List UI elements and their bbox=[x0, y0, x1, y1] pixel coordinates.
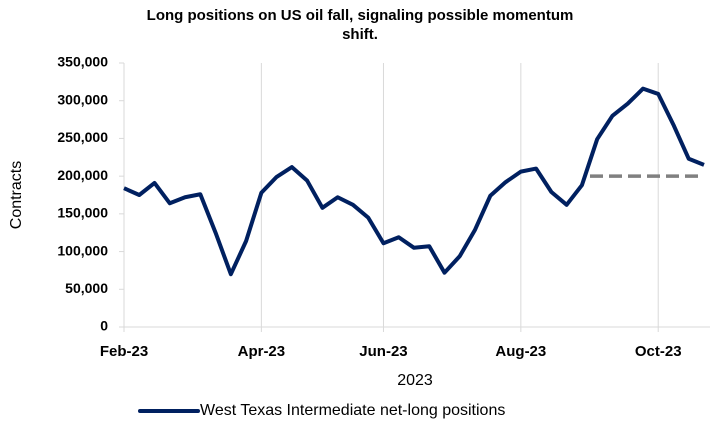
y-tick-label: 350,000 bbox=[57, 54, 108, 70]
legend-label: West Texas Intermediate net-long positio… bbox=[200, 402, 505, 419]
y-tick-label: 300,000 bbox=[57, 91, 108, 107]
y-tick-label: 0 bbox=[100, 318, 108, 334]
x-tick-label: Apr-23 bbox=[238, 343, 286, 360]
x-tick-label: Jun-23 bbox=[359, 343, 407, 360]
y-tick-label: 50,000 bbox=[65, 280, 108, 296]
x-tick-label: Aug-23 bbox=[495, 343, 546, 360]
y-tick-label: 250,000 bbox=[57, 129, 108, 145]
x-axis-label: 2023 bbox=[397, 372, 433, 389]
chart-title: Long positions on US oil fall, signaling… bbox=[146, 7, 574, 43]
x-tick-label: Oct-23 bbox=[635, 343, 682, 360]
y-tick-label: 100,000 bbox=[57, 242, 108, 258]
line bbox=[123, 86, 705, 277]
y-tick-label: 200,000 bbox=[57, 167, 108, 183]
x-tick-label: Feb-23 bbox=[100, 343, 148, 360]
y-axis-label: Contracts bbox=[8, 161, 25, 229]
y-tick-label: 150,000 bbox=[57, 205, 108, 221]
